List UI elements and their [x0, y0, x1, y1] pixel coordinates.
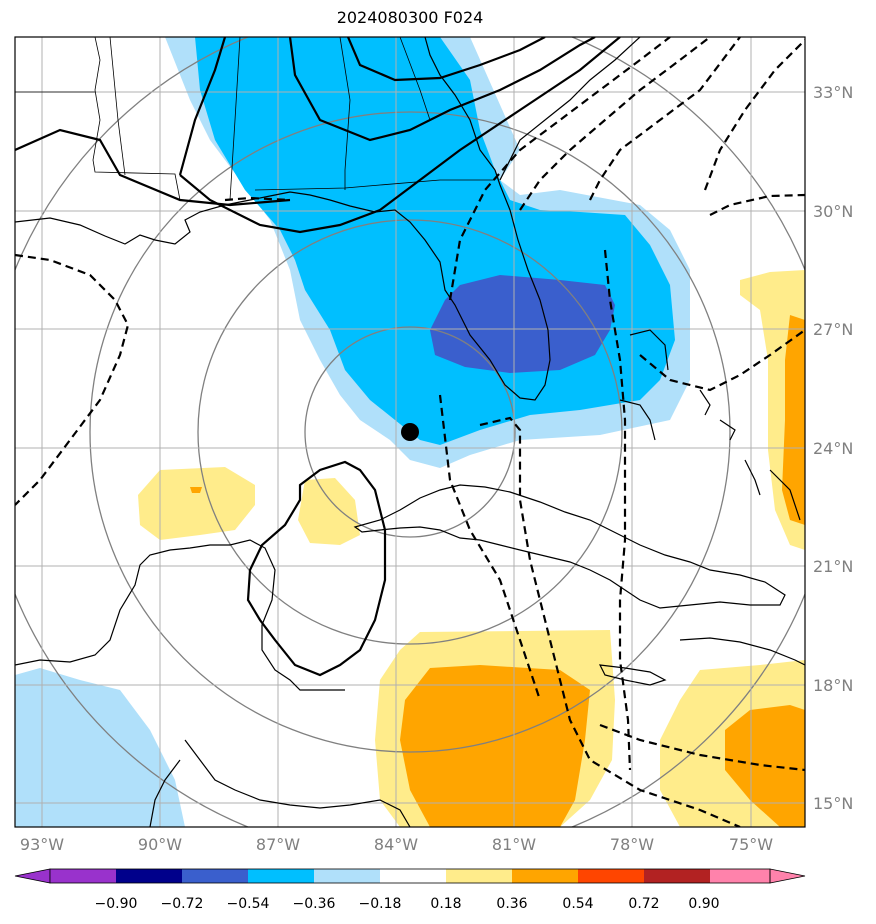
colorbar-label: 0.36 — [496, 896, 527, 912]
lat-label: 33°N — [813, 83, 853, 102]
anomaly-royal-blue-region — [430, 275, 615, 373]
lat-label: 15°N — [813, 794, 853, 813]
anomaly-orange-atlantic-region — [782, 315, 805, 525]
lon-label: 93°W — [20, 835, 64, 854]
graticule — [15, 37, 805, 827]
lon-label: 81°W — [492, 835, 536, 854]
colorbar-swatch — [380, 869, 446, 883]
map-frame — [14, 36, 806, 828]
lon-label: 75°W — [729, 835, 773, 854]
map-title: 2024080300 F024 — [336, 8, 484, 27]
anomaly-light-blue-pacific-region — [15, 668, 185, 827]
colorbar-label: −0.72 — [161, 896, 204, 912]
colorbar-extend-low — [14, 868, 51, 884]
colorbar-label: −0.54 — [227, 896, 270, 912]
colorbar: −0.90 −0.72 −0.54 −0.36 −0.18 0.18 0.36 … — [14, 868, 806, 912]
anomaly-orange-gulf-spot — [190, 487, 202, 493]
lat-label: 30°N — [813, 202, 853, 221]
colorbar-label: 0.54 — [562, 896, 593, 912]
lon-label: 90°W — [138, 835, 182, 854]
colorbar-swatch — [248, 869, 314, 883]
lat-label: 18°N — [813, 676, 853, 695]
colorbar-swatch — [644, 869, 710, 883]
storm-center-marker — [401, 423, 419, 441]
solid-contours — [15, 37, 621, 677]
anomaly-yellow-yucatan-region — [298, 478, 360, 545]
longitude-labels: 93°W 90°W 87°W 84°W 81°W 78°W 75°W — [20, 835, 773, 854]
anomaly-orange-caribbean-region — [400, 665, 590, 827]
colorbar-frame — [49, 868, 771, 884]
range-rings — [15, 37, 805, 827]
colorbar-label: −0.18 — [359, 896, 402, 912]
colorbar-swatch — [182, 869, 248, 883]
lat-label: 21°N — [813, 557, 853, 576]
colorbar-swatch — [710, 869, 770, 883]
colorbar-swatch — [50, 869, 116, 883]
lon-label: 78°W — [610, 835, 654, 854]
lat-label: 27°N — [813, 320, 853, 339]
coastlines — [15, 37, 805, 827]
colorbar-swatch — [512, 869, 578, 883]
colorbar-swatch — [578, 869, 644, 883]
anomaly-yellow-gulf-region — [138, 467, 255, 540]
lat-label: 24°N — [813, 439, 853, 458]
colorbar-label: −0.90 — [95, 896, 138, 912]
colorbar-swatch — [116, 869, 182, 883]
colorbar-swatch — [446, 869, 512, 883]
colorbar-label: 0.90 — [688, 896, 719, 912]
dashed-contours — [15, 37, 805, 827]
colorbar-swatch — [314, 869, 380, 883]
anomaly-light-blue-pacific-edge — [15, 790, 90, 827]
colorbar-label: −0.36 — [293, 896, 336, 912]
colorbar-label: 0.72 — [628, 896, 659, 912]
lon-label: 84°W — [374, 835, 418, 854]
colorbar-extend-high — [769, 868, 806, 884]
anomaly-deep-blue-region — [195, 37, 675, 445]
lon-label: 87°W — [256, 835, 300, 854]
latitude-labels: 33°N 30°N 27°N 24°N 21°N 18°N 15°N — [813, 83, 853, 813]
colorbar-label: 0.18 — [430, 896, 461, 912]
